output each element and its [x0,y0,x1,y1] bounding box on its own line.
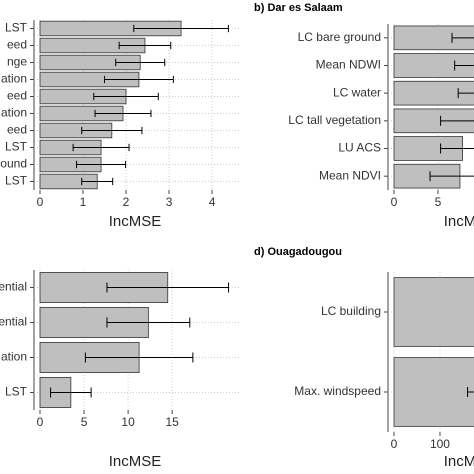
y-tick-label: eed [7,38,27,52]
x-tick-label: 1 [80,195,87,209]
y-tick-label: LST [5,174,28,188]
y-tick-label: eed [7,89,27,103]
y-tick-label: ation [1,72,27,86]
x-tick-label: 0 [37,195,44,209]
y-tick-label: Mean NDWI [316,58,381,72]
y-tick-label: LC tall vegetation [288,113,381,127]
y-tick-label: ation [1,350,27,364]
y-tick-label: LC bare ground [298,30,381,44]
bar [393,53,474,78]
bar [393,277,474,347]
y-tick-label: nge [7,55,27,69]
y-tick-label: Max. windspeed [294,384,381,398]
y-tick-label: LU ACS [338,141,381,155]
panel: 0 100 LC building Max. windspeed IncMSE d) Ou… [254,246,474,470]
y-tick-label: ential [0,280,27,294]
x-tick-label: 15 [165,415,179,429]
x-tick-label: 10 [121,415,135,429]
bar [393,80,474,106]
y-tick-label: LST [5,140,28,154]
y-tick-label: eed [7,123,27,137]
x-axis-label: IncMSE [444,453,474,470]
y-tick-label: LST [5,21,28,35]
x-tick-label: 0 [391,437,398,451]
x-tick-label: 100 [430,437,450,451]
y-tick-label: ound [0,157,27,171]
x-tick-label: 4 [209,195,216,209]
y-tick-label: ential [0,315,27,329]
bar [393,357,474,427]
y-tick-label: LST [5,385,28,399]
x-axis-label: IncMSE [109,453,162,470]
panel: 0 5 LC bare ground Mean NDWI LC water LC tall… [254,2,474,230]
y-tick-label: LC building [321,304,381,318]
x-axis-label: IncMSE [109,213,162,230]
y-tick-label: LC water [333,85,381,99]
panel: 0 1 2 3 4 LST eed nge ation eed ation eed LST ound LST… [0,20,240,230]
x-tick-label: 3 [166,195,173,209]
x-axis-label: IncMSE [444,213,474,230]
x-tick-label: 5 [435,195,442,209]
panel: 0 5 10 15 ential ential ation LST IncMSE [0,270,240,470]
x-tick-label: 0 [37,415,44,429]
panel-title: b) Dar es Salaam [254,2,343,14]
x-tick-label: 5 [81,415,88,429]
y-tick-label: ation [1,106,27,120]
x-tick-label: 2 [123,195,130,209]
bar [393,25,474,51]
bar [393,108,474,134]
y-tick-label: Mean NDVI [319,168,381,182]
panel-title: d) Ouagadougou [254,246,342,258]
x-tick-label: 0 [391,195,398,209]
